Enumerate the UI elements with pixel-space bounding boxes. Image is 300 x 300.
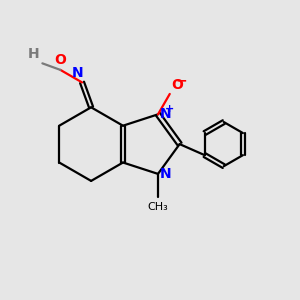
Text: −: −	[175, 74, 187, 88]
Text: O: O	[54, 53, 66, 67]
Text: O: O	[171, 78, 183, 92]
Text: N: N	[160, 107, 171, 121]
Text: +: +	[165, 104, 174, 114]
Text: N: N	[160, 167, 171, 181]
Text: CH₃: CH₃	[148, 202, 168, 212]
Text: N: N	[72, 66, 83, 80]
Text: H: H	[28, 47, 39, 61]
